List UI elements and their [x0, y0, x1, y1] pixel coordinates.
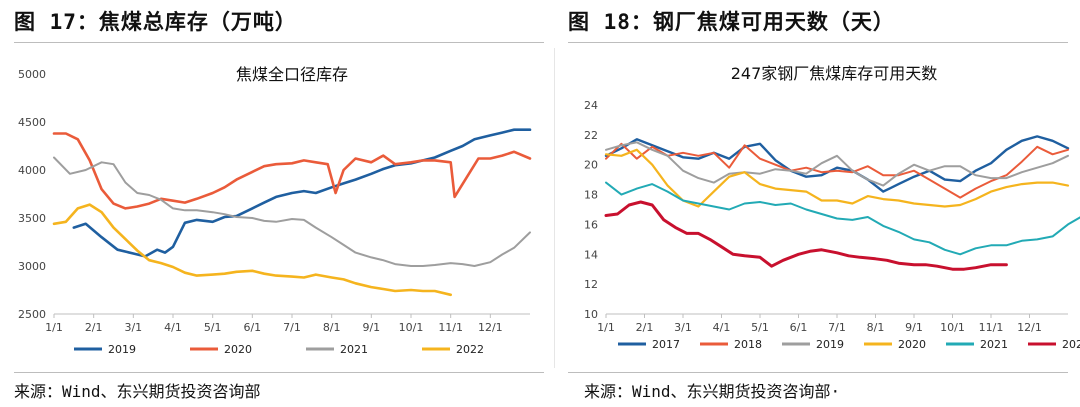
left-ytick-5000: 5000 — [18, 68, 46, 81]
left-ytick-4000: 4000 — [18, 164, 46, 177]
left-legend-label-2019: 2019 — [108, 343, 136, 356]
source-note-right: 来源：Wind、东兴期货投资咨询部· — [584, 382, 841, 401]
left-xtick-3: 4/1 — [164, 321, 182, 334]
right-legend-label-2021: 2021 — [980, 338, 1008, 351]
right-ytick-24: 24 — [584, 99, 598, 112]
left-title: 焦煤全口径库存 — [236, 65, 348, 84]
right-ytick-22: 22 — [584, 129, 598, 142]
chart-left-svg: 焦煤全口径库存 2500 3000 3500 4000 4500 5000 1/1 2/1 3/1… — [18, 65, 532, 356]
right-series-2019 — [605, 141, 1069, 187]
left-xtick-0: 1/1 — [45, 321, 63, 334]
right-legend-label-2020: 2020 — [898, 338, 926, 351]
left-series-2020 — [52, 132, 532, 210]
right-xtick-11: 12/1 — [1017, 321, 1042, 334]
right-title: 247家钢厂焦煤库存可用天数 — [731, 64, 938, 83]
right-xtick-7: 8/1 — [867, 321, 885, 334]
right-series-2018 — [605, 142, 1069, 199]
right-series-2022 — [604, 200, 1008, 271]
left-xtick-7: 8/1 — [323, 321, 341, 334]
right-series-2021 — [605, 181, 1080, 256]
left-ytick-4500: 4500 — [18, 116, 46, 129]
right-xtick-4: 5/1 — [751, 321, 769, 334]
figure-title-left: 图 17：焦煤总库存（万吨） — [14, 10, 297, 34]
right-xtick-1: 2/1 — [636, 321, 654, 334]
right-xtick-6: 7/1 — [828, 321, 846, 334]
left-xtick-6: 7/1 — [283, 321, 301, 334]
source-rule-left — [14, 372, 544, 373]
right-ytick-20: 20 — [584, 159, 598, 172]
left-xtick-4: 5/1 — [204, 321, 222, 334]
panel-divider — [554, 48, 555, 368]
left-xtick-8: 9/1 — [362, 321, 380, 334]
left-xtick-9: 10/1 — [399, 321, 424, 334]
right-ytick-16: 16 — [584, 218, 598, 231]
right-legend-label-2017: 2017 — [652, 338, 680, 351]
left-xtick-1: 2/1 — [85, 321, 103, 334]
chart-coking-coal-inventory: 焦煤全口径库存 2500 3000 3500 4000 4500 5000 1/1 2/1 3/1… — [0, 52, 548, 370]
right-xtick-10: 11/1 — [979, 321, 1004, 334]
right-xtick-0: 1/1 — [597, 321, 615, 334]
source-rule-right — [568, 372, 1068, 373]
right-xtick-5: 6/1 — [790, 321, 808, 334]
left-legend-label-2022: 2022 — [456, 343, 484, 356]
title-rule-left — [14, 42, 544, 43]
left-series-2022 — [52, 203, 453, 297]
left-series-2019 — [72, 128, 532, 258]
right-xtick-3: 4/1 — [713, 321, 731, 334]
title-rule-right — [568, 42, 1068, 43]
right-xtick-8: 9/1 — [905, 321, 923, 334]
left-series-2021 — [53, 156, 531, 267]
right-ytick-14: 14 — [584, 248, 598, 261]
chart-coking-coal-days: 247家钢厂焦煤库存可用天数 10 12 14 16 18 20 22 24 1/1 2/1 3/1 4… — [560, 52, 1080, 370]
right-legend-label-2019: 2019 — [816, 338, 844, 351]
left-xtick-11: 12/1 — [478, 321, 503, 334]
left-xtick-5: 6/1 — [243, 321, 261, 334]
source-note-left: 来源：Wind、东兴期货投资咨询部 — [14, 382, 261, 401]
right-ytick-12: 12 — [584, 278, 598, 291]
right-xtick-2: 3/1 — [674, 321, 692, 334]
right-ytick-10: 10 — [584, 308, 598, 321]
left-legend-label-2020: 2020 — [224, 343, 252, 356]
right-legend-label-2018: 2018 — [734, 338, 762, 351]
right-series-2017 — [604, 135, 1070, 193]
left-ytick-3000: 3000 — [18, 260, 46, 273]
right-legend-label-2022: 2022 — [1062, 338, 1080, 351]
left-ytick-3500: 3500 — [18, 212, 46, 225]
left-xtick-2: 3/1 — [124, 321, 142, 334]
left-ytick-2500: 2500 — [18, 308, 46, 321]
figure-title-right: 图 18：钢厂焦煤可用天数（天） — [568, 10, 895, 34]
left-xtick-10: 11/1 — [438, 321, 463, 334]
left-legend-label-2021: 2021 — [340, 343, 368, 356]
right-ytick-18: 18 — [584, 189, 598, 202]
right-xtick-9: 10/1 — [940, 321, 965, 334]
